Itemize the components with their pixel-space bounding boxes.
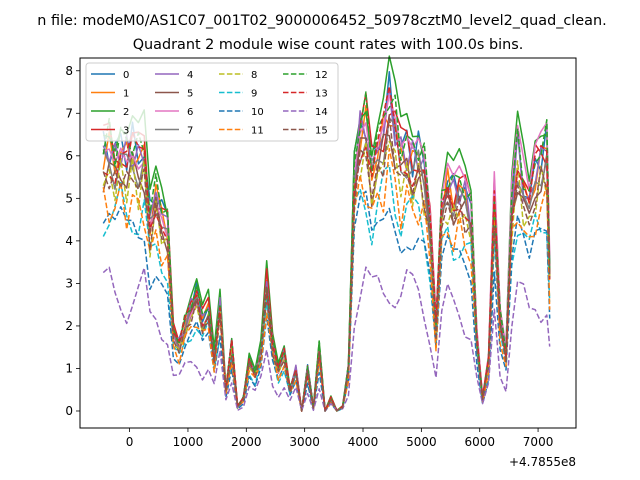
legend-label-module-12: 12 xyxy=(315,70,328,81)
x-tick-label: 5000 xyxy=(406,435,437,449)
legend-label-module-3: 3 xyxy=(123,126,129,137)
legend-label-module-13: 13 xyxy=(315,89,328,100)
legend-label-module-15: 15 xyxy=(315,126,328,137)
y-axis-ticks: 0 1 2 3 4 5 6 7 8 xyxy=(65,64,80,418)
x-tick-label: 1000 xyxy=(173,435,204,449)
legend-label-module-4: 4 xyxy=(187,70,193,81)
series-line-module-13 xyxy=(102,85,551,412)
chart-title: Quadrant 2 module wise count rates with … xyxy=(133,37,524,53)
y-tick-label: 2 xyxy=(65,319,73,333)
y-tick-label: 8 xyxy=(65,64,73,78)
y-tick-label: 6 xyxy=(65,149,73,163)
y-tick-label: 3 xyxy=(65,276,73,290)
legend-label-module-7: 7 xyxy=(187,126,193,137)
x-tick-label: 2000 xyxy=(231,435,262,449)
x-tick-label: 7000 xyxy=(523,435,554,449)
legend-label-module-0: 0 xyxy=(123,70,129,81)
series-line-module-14 xyxy=(102,266,551,412)
y-tick-label: 4 xyxy=(65,234,73,248)
legend-label-module-9: 9 xyxy=(251,89,257,100)
y-tick-label: 5 xyxy=(65,191,73,205)
legend-label-module-2: 2 xyxy=(123,107,129,118)
x-axis-offset-label: +4.7855e8 xyxy=(509,455,576,469)
legend-label-module-6: 6 xyxy=(187,107,193,118)
x-tick-label: 6000 xyxy=(464,435,495,449)
legend-label-module-8: 8 xyxy=(251,70,257,81)
legend-label-module-14: 14 xyxy=(315,107,328,118)
series-line-module-15 xyxy=(102,114,551,412)
y-tick-label: 7 xyxy=(65,106,73,120)
legend-label-module-10: 10 xyxy=(251,107,264,118)
legend-label-module-11: 11 xyxy=(251,126,264,137)
y-tick-label: 1 xyxy=(65,361,73,375)
x-tick-label: 0 xyxy=(126,435,134,449)
series-line-module-10 xyxy=(102,190,551,412)
x-tick-label: 3000 xyxy=(289,435,320,449)
x-tick-label: 4000 xyxy=(348,435,379,449)
series-layer xyxy=(102,55,551,412)
y-tick-label: 0 xyxy=(65,404,73,418)
axes-frame xyxy=(79,57,577,429)
figure-suptitle: n file: modeM0/AS1C07_001T02_9000006452_… xyxy=(37,13,606,29)
legend-label-module-1: 1 xyxy=(123,89,129,100)
x-axis-ticks: 0 1000 2000 3000 4000 5000 6000 7000 xyxy=(126,428,554,449)
legend-frame xyxy=(85,62,339,142)
legend-label-module-5: 5 xyxy=(187,89,193,100)
